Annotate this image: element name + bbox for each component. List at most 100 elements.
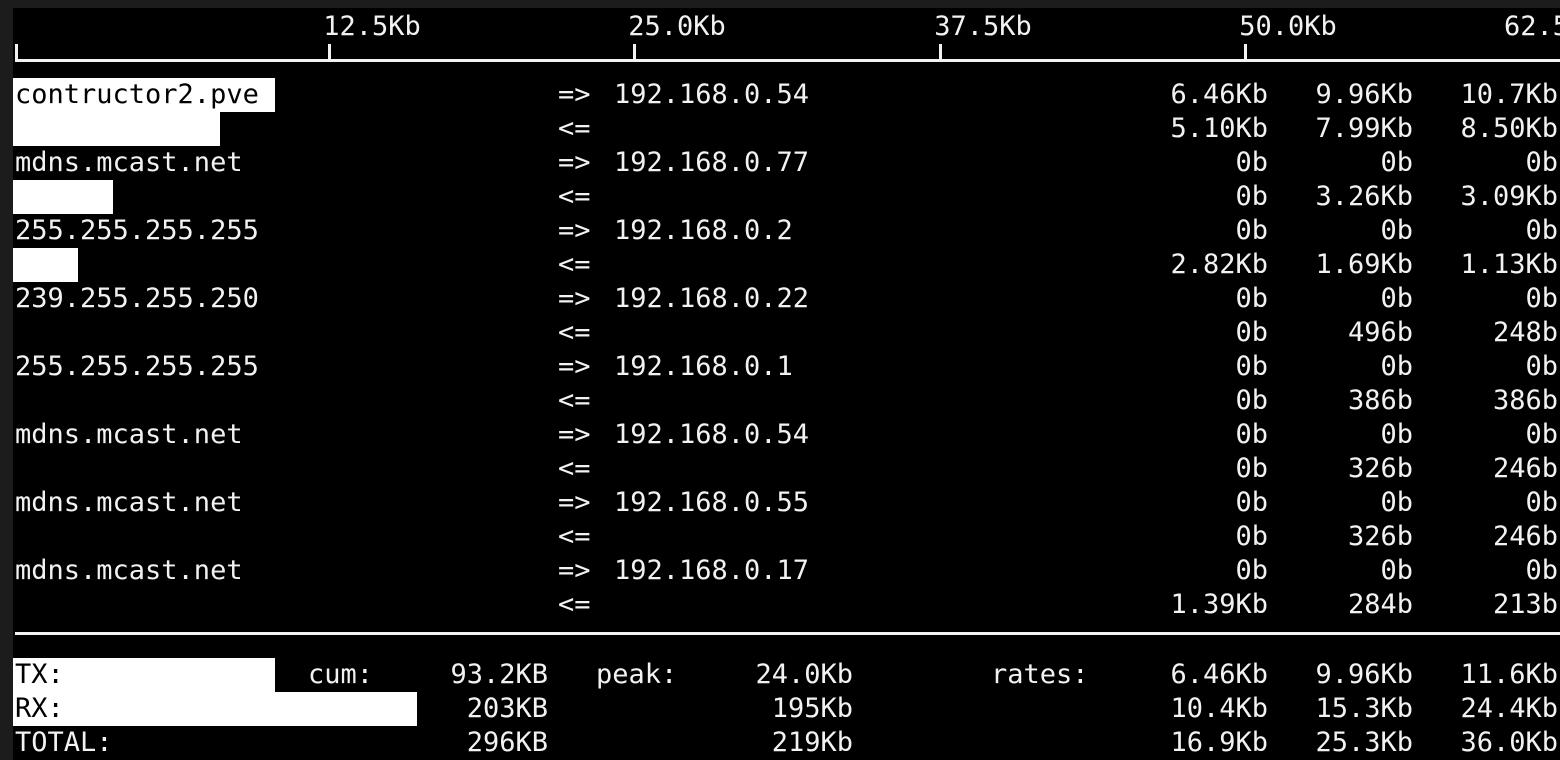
rx-rate-c1: 0b — [1235, 453, 1268, 484]
tx-rate-c3: 0b — [1525, 283, 1558, 314]
ruler-tick-label: 50.0Kb — [1239, 11, 1337, 42]
rx-rate-c3: 248b — [1492, 317, 1558, 348]
rx-rate-c2: 496b — [1347, 317, 1413, 348]
summary-rate-c2: 9.96Kb — [1315, 659, 1413, 690]
summary-label-over-bar: TX: — [15, 659, 64, 690]
rx-rate-c3: 1.13Kb — [1460, 249, 1558, 280]
peer-address[interactable]: 192.168.0.77 — [614, 147, 810, 178]
inbound-arrow-icon: <= — [558, 181, 591, 212]
peer-address[interactable]: 192.168.0.1 — [614, 351, 793, 382]
rx-rate-c3: 246b — [1492, 521, 1558, 552]
rx-bandwidth-bar — [13, 112, 220, 146]
tx-rate-c1: 6.46Kb — [1170, 79, 1268, 110]
summary-rate-c1: 16.9Kb — [1170, 727, 1268, 758]
outbound-arrow-icon: => — [558, 283, 591, 314]
summary-label: RX: — [15, 693, 64, 724]
rx-rate-c1: 1.39Kb — [1170, 589, 1268, 620]
rx-rate-c3: 246b — [1492, 453, 1558, 484]
rx-rate-c3: 386b — [1492, 385, 1558, 416]
connection-row[interactable]: contructor2.pve contructor2.pve => <= 192.16… — [13, 78, 1560, 146]
cumulative-value: 203KB — [466, 693, 548, 724]
rx-rate-c2: 1.69Kb — [1315, 249, 1413, 280]
peer-address[interactable]: 192.168.0.22 — [614, 283, 810, 314]
tx-rate-c1: 0b — [1235, 555, 1268, 586]
summary-row: TX: TX: cum: peak: rates: 93.2KB 24.0Kb 6.46Kb 9… — [13, 658, 1560, 692]
rx-rate-c1: 0b — [1235, 317, 1268, 348]
rx-rate-c1: 0b — [1235, 385, 1268, 416]
tx-rate-c1: 0b — [1235, 283, 1268, 314]
tx-rate-c3: 0b — [1525, 555, 1558, 586]
ruler-tick-label: 37.5Kb — [934, 11, 1032, 42]
outbound-arrow-icon: => — [558, 79, 591, 110]
ruler-tick-mark — [939, 44, 942, 60]
host-name[interactable]: mdns.mcast.net — [15, 419, 243, 450]
connection-row[interactable]: 239.255.255.250 => <= 192.168.0.22 0b 0b 0b 0b 4… — [13, 282, 1560, 350]
cumulative-value: 296KB — [466, 727, 548, 758]
summary-label: TOTAL: — [15, 727, 113, 758]
connection-list[interactable]: contructor2.pve contructor2.pve => <= 192.16… — [13, 78, 1560, 628]
connection-row[interactable]: mdns.mcast.net => <= 192.168.0.54 0b 0b 0b 0b 32… — [13, 418, 1560, 486]
rx-rate-c2: 284b — [1347, 589, 1413, 620]
peak-value: 195Kb — [771, 693, 853, 724]
rx-rate-c3: 213b — [1492, 589, 1558, 620]
peer-address[interactable]: 192.168.0.17 — [614, 555, 810, 586]
inbound-arrow-icon: <= — [558, 113, 591, 144]
host-name[interactable]: mdns.mcast.net — [15, 555, 243, 586]
inbound-arrow-icon: <= — [558, 521, 591, 552]
outbound-arrow-icon: => — [558, 419, 591, 450]
connection-row[interactable]: 255.255.255.255 => <= 192.168.0.2 0b 0b 0b 2.82… — [13, 214, 1560, 282]
host-name[interactable]: contructor2.pve — [15, 79, 259, 110]
ruler-tick-label: 12.5Kb — [323, 11, 421, 42]
host-name[interactable]: mdns.mcast.net — [15, 487, 243, 518]
peak-value: 24.0Kb — [755, 659, 853, 690]
rx-rate-c1: 0b — [1235, 181, 1268, 212]
inbound-arrow-icon: <= — [558, 249, 591, 280]
host-name[interactable]: 255.255.255.255 — [15, 215, 259, 246]
host-name[interactable]: mdns.mcast.net — [15, 147, 243, 178]
rx-rate-c2: 3.26Kb — [1315, 181, 1413, 212]
summary-label: TX: — [15, 659, 64, 690]
rx-rate-c2: 7.99Kb — [1315, 113, 1413, 144]
inbound-arrow-icon: <= — [558, 317, 591, 348]
tx-rate-c2: 0b — [1380, 487, 1413, 518]
rates-label: rates: — [991, 659, 1089, 690]
rx-rate-c3: 3.09Kb — [1460, 181, 1558, 212]
ruler-tick-mark — [633, 44, 636, 60]
tx-rate-c2: 9.96Kb — [1315, 79, 1413, 110]
tx-bandwidth-bar — [13, 78, 275, 112]
summary-bandwidth-bar — [13, 692, 417, 726]
peer-address[interactable]: 192.168.0.54 — [614, 419, 810, 450]
outbound-arrow-icon: => — [558, 147, 591, 178]
summary-rate-c1: 6.46Kb — [1170, 659, 1268, 690]
tx-rate-c3: 0b — [1525, 487, 1558, 518]
connection-row[interactable]: mdns.mcast.net => <= 192.168.0.17 0b 0b 0b 1.39… — [13, 554, 1560, 622]
tx-rate-c3: 0b — [1525, 419, 1558, 450]
host-name[interactable]: 255.255.255.255 — [15, 351, 259, 382]
iftop-screen: 12.5Kb 25.0Kb 37.5Kb 50.0Kb 62.5Kb contructo… — [13, 8, 1560, 760]
outbound-arrow-icon: => — [558, 487, 591, 518]
tx-rate-c3: 10.7Kb — [1460, 79, 1558, 110]
inbound-arrow-icon: <= — [558, 453, 591, 484]
tx-rate-c1: 0b — [1235, 419, 1268, 450]
rx-bandwidth-bar — [13, 248, 78, 282]
summary-footer: TX: TX: cum: peak: rates: 93.2KB 24.0Kb 6.46Kb 9… — [13, 658, 1560, 760]
connection-row[interactable]: 255.255.255.255 => <= 192.168.0.1 0b 0b 0b 0b 38… — [13, 350, 1560, 418]
peer-address[interactable]: 192.168.0.2 — [614, 215, 793, 246]
peer-address[interactable]: 192.168.0.54 — [614, 79, 810, 110]
tx-rate-c1: 0b — [1235, 487, 1268, 518]
connection-row[interactable]: mdns.mcast.net => <= 192.168.0.77 0b 0b 0b 0b 3.… — [13, 146, 1560, 214]
rx-bandwidth-bar — [13, 180, 113, 214]
rx-rate-c2: 386b — [1347, 385, 1413, 416]
summary-rate-c3: 11.6Kb — [1460, 659, 1558, 690]
rx-rate-c1: 5.10Kb — [1170, 113, 1268, 144]
host-name[interactable]: 239.255.255.250 — [15, 283, 259, 314]
rx-rate-c1: 2.82Kb — [1170, 249, 1268, 280]
tx-rate-c3: 0b — [1525, 351, 1558, 382]
tx-rate-c2: 0b — [1380, 215, 1413, 246]
ruler-tick-labels: 12.5Kb 25.0Kb 37.5Kb 50.0Kb 62.5Kb — [13, 10, 1560, 44]
rx-rate-c1: 0b — [1235, 521, 1268, 552]
peer-address[interactable]: 192.168.0.55 — [614, 487, 810, 518]
ruler-tick-label: 25.0Kb — [628, 11, 726, 42]
connection-row[interactable]: mdns.mcast.net => <= 192.168.0.55 0b 0b 0b 0b 32… — [13, 486, 1560, 554]
